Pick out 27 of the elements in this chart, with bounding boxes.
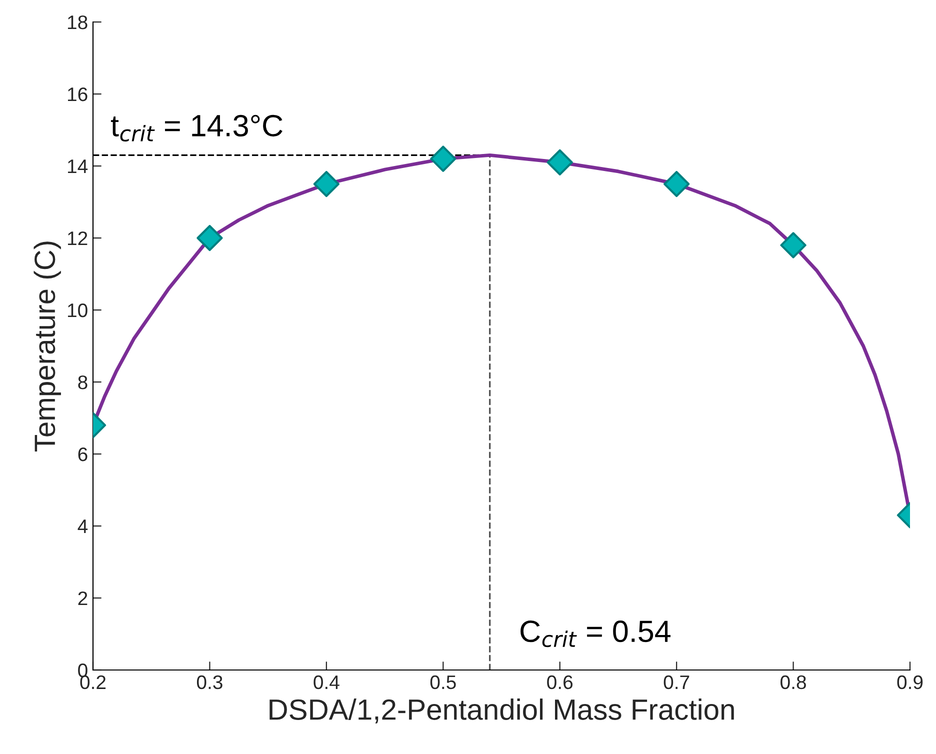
x-tick-label: 0.8 — [780, 675, 806, 690]
point — [196, 224, 223, 252]
y-tick-label: 2 — [78, 591, 88, 606]
y-axis-title: Temperature (C) — [34, 242, 61, 452]
x-tick-label: 0.7 — [664, 675, 690, 690]
x-tick-label: 0.4 — [314, 675, 340, 690]
y-tick-label: 18 — [68, 15, 88, 30]
point — [664, 170, 690, 198]
x-axis-title: DSDA/1,2-Pentandiol Mass Fraction — [270, 698, 734, 724]
y-tick-label: 14 — [68, 160, 88, 174]
point — [313, 170, 340, 198]
ref-line-label: t$_{crit}$ = 14.3°C — [110, 114, 282, 142]
x-tick-label: 0.3 — [196, 675, 222, 690]
ref-line-label: C$_{crit}$ = 0.54 — [520, 620, 670, 648]
point — [546, 149, 573, 176]
y-tick-label: 10 — [68, 303, 88, 318]
y-tick-label: 8 — [78, 375, 88, 390]
y-tick-label: 6 — [78, 447, 88, 462]
x-tick-label: 0.5 — [430, 675, 456, 690]
x-tick-label: 0.9 — [897, 675, 923, 690]
point — [430, 146, 456, 172]
x-tick-label: 0.6 — [547, 675, 573, 690]
y-tick-label: 16 — [68, 87, 88, 102]
y-tick-label: 4 — [78, 520, 88, 534]
y-tick-label: 12 — [68, 231, 88, 246]
point — [780, 232, 806, 258]
x-tick-label: 0.2 — [80, 675, 106, 690]
